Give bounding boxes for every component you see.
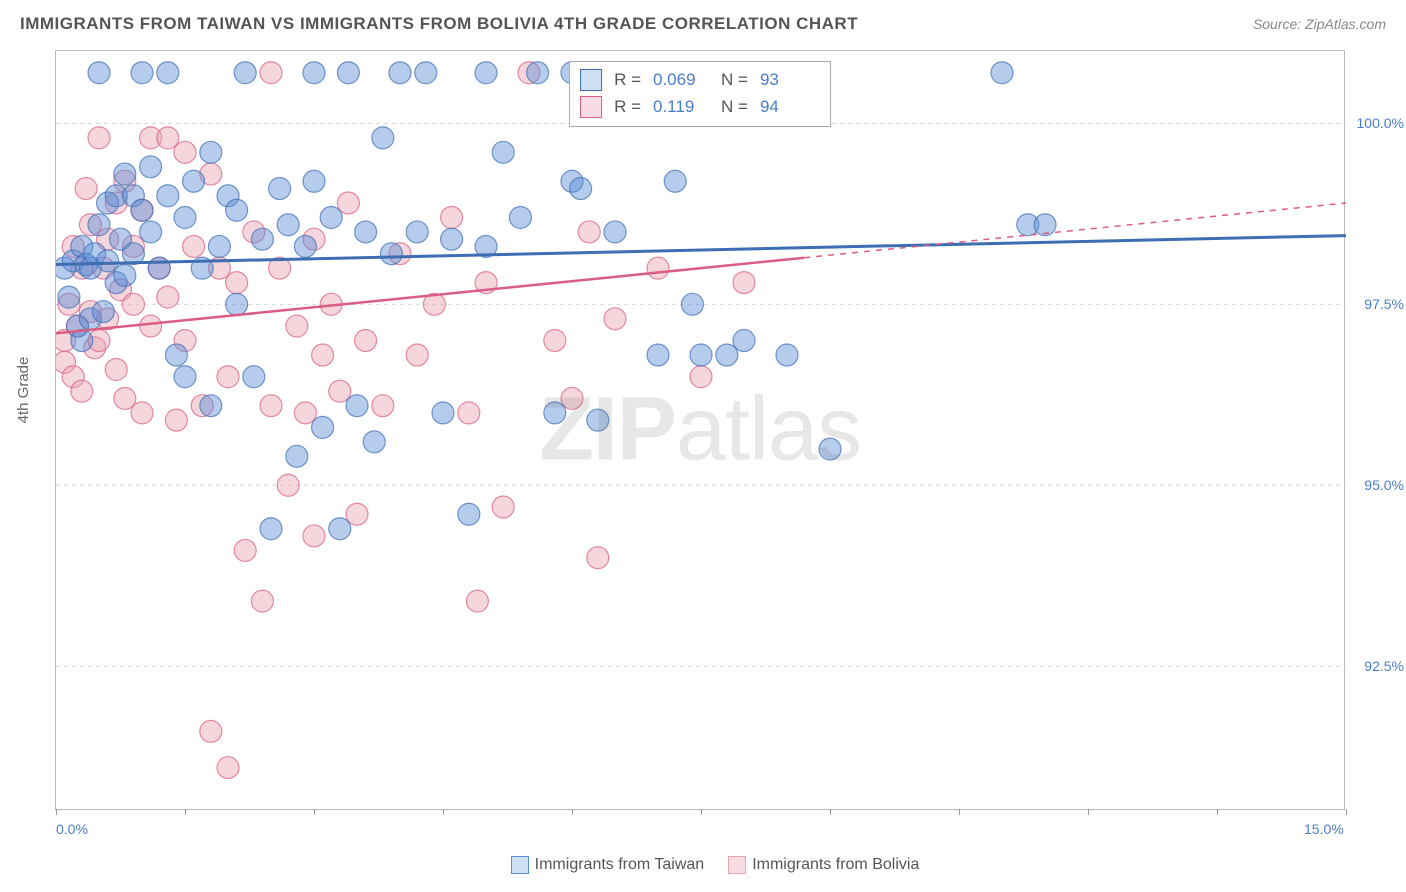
- r-label: R =: [614, 93, 641, 120]
- n-value: 94: [760, 93, 816, 120]
- x-tick-mark: [572, 809, 573, 815]
- chart-title: IMMIGRANTS FROM TAIWAN VS IMMIGRANTS FRO…: [20, 14, 858, 34]
- legend-swatch: [511, 856, 529, 874]
- x-tick-label: 0.0%: [56, 821, 88, 837]
- r-label: R =: [614, 66, 641, 93]
- series-legend: Immigrants from Taiwan Immigrants from Bo…: [0, 856, 1406, 874]
- x-tick-mark: [1217, 809, 1218, 815]
- r-value: 0.119: [653, 93, 709, 120]
- legend-row: R = 0.119 N = 94: [580, 93, 816, 120]
- x-tick-mark: [1346, 809, 1347, 815]
- y-tick-label: 97.5%: [1364, 296, 1404, 312]
- y-tick-label: 95.0%: [1364, 477, 1404, 493]
- n-value: 93: [760, 66, 816, 93]
- x-tick-mark: [443, 809, 444, 815]
- y-tick-label: 92.5%: [1364, 658, 1404, 674]
- x-tick-mark: [959, 809, 960, 815]
- x-tick-mark: [830, 809, 831, 815]
- x-tick-mark: [56, 809, 57, 815]
- legend-swatch: [580, 69, 602, 91]
- r-value: 0.069: [653, 66, 709, 93]
- n-label: N =: [721, 66, 748, 93]
- y-axis-label: 4th Grade: [15, 357, 32, 424]
- x-tick-mark: [1088, 809, 1089, 815]
- x-tick-mark: [701, 809, 702, 815]
- x-tick-mark: [185, 809, 186, 815]
- plot-area: ZIPatlas R =0.069N =93R =0.119N =94 92.5…: [55, 50, 1345, 810]
- legend-row: R = 0.069 N = 93: [580, 66, 816, 93]
- source-credit: Source: ZipAtlas.com: [1253, 16, 1386, 32]
- legend-label: Immigrants from Bolivia: [752, 856, 919, 873]
- x-tick-label: 15.0%: [1304, 821, 1344, 837]
- correlation-legend: R = 0.069 N = 93 R = 0.119 N = 94: [569, 61, 831, 127]
- y-tick-label: 100.0%: [1357, 115, 1404, 131]
- legend-label: Immigrants from Taiwan: [535, 856, 705, 873]
- scatter-svg: [56, 51, 1346, 811]
- x-tick-mark: [314, 809, 315, 815]
- legend-swatch: [580, 96, 602, 118]
- legend-swatch: [728, 856, 746, 874]
- n-label: N =: [721, 93, 748, 120]
